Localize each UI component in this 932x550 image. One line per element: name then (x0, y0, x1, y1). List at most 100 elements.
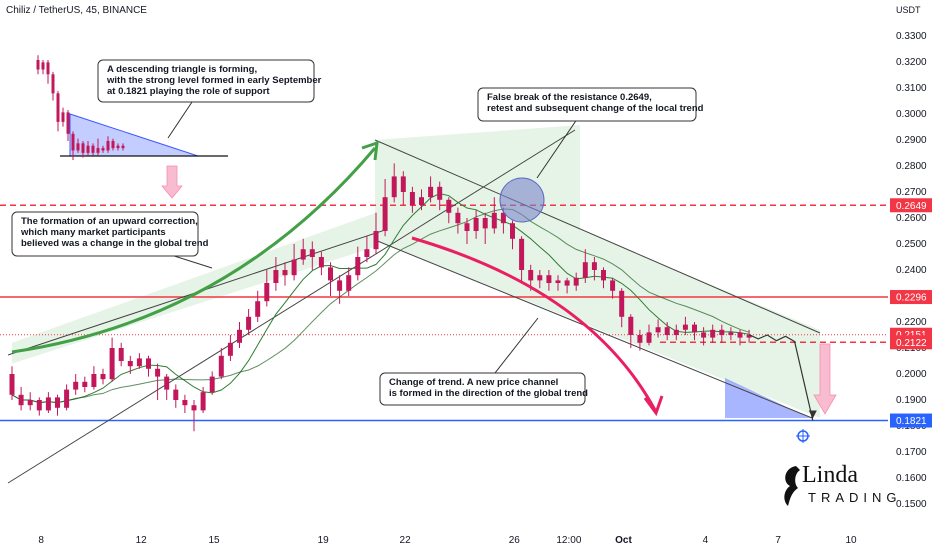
time-tick-label: 12 (136, 535, 148, 546)
false-break-circle (499, 177, 545, 223)
candle-body (664, 327, 670, 335)
candle-body (191, 405, 197, 411)
downward-arrowhead (643, 395, 664, 417)
time-tick-label: 12:00 (556, 535, 581, 546)
candle-body (655, 327, 661, 333)
candle-body (510, 223, 515, 239)
price-tick-label: 0.2700 (896, 187, 927, 198)
resistance-0.2649-tag (890, 198, 932, 213)
candle-body (628, 316, 634, 335)
candle-body (473, 218, 479, 231)
candle-body (200, 392, 206, 411)
candle-body (91, 374, 97, 387)
candle-body (136, 358, 142, 367)
callout-false-break-line-0: False break of the resistance 0.2649, (487, 92, 652, 103)
candle-body (82, 381, 88, 387)
logo-sub: TRADING (808, 490, 902, 505)
target-down-arrow (813, 343, 837, 415)
candle-body (573, 277, 579, 286)
down-channel-lower (374, 239, 813, 419)
candle-body (309, 249, 315, 257)
moving-average-fast (11, 192, 750, 404)
candle-body (519, 238, 525, 270)
triangle-breakout-arrow (161, 165, 183, 199)
candle-body (155, 368, 161, 377)
price-tick-label: 0.2600 (896, 213, 927, 224)
candle-body (591, 262, 597, 270)
candle-body (482, 218, 488, 229)
candle-body (300, 249, 306, 260)
callout-change-line-1: is formed in the direction of the global… (389, 388, 588, 399)
candle-body (264, 283, 270, 302)
inset-candle-body (91, 145, 95, 153)
price-tick-label: 0.2800 (896, 161, 927, 172)
candle-body (428, 186, 434, 198)
level-0.2296-tag-label: 0.2296 (896, 293, 927, 304)
candle-body (282, 270, 288, 276)
price-tick-label: 0.3300 (896, 31, 927, 42)
candle-body (237, 329, 242, 343)
callout-upward-line-2: believed was a change in the global tren… (21, 238, 209, 249)
candle-body (355, 257, 361, 276)
candle-body (255, 301, 261, 317)
level-0.2122-tag (890, 335, 932, 350)
candle-body (328, 267, 333, 281)
candle-body (737, 332, 743, 338)
resistance-0.2649-tag-label: 0.2649 (896, 201, 927, 212)
level-0.2122-tag-label: 0.2122 (896, 338, 927, 349)
candle-body (528, 270, 534, 281)
candle-body (373, 231, 379, 250)
candle-body (182, 400, 188, 406)
symbol-title: Chiliz / TetherUS, 45, BINANCE (6, 5, 147, 16)
time-tick-label: 8 (38, 535, 44, 546)
time-tick-label: 4 (703, 535, 709, 546)
inset-candle-body (81, 143, 85, 153)
logo-mark-icon (784, 466, 800, 506)
level-0.2296-tag (890, 290, 932, 305)
candle-body (73, 381, 79, 390)
projection-arrowhead (808, 410, 817, 419)
price-tick-label: 0.3000 (896, 109, 927, 120)
candle-body (27, 400, 33, 406)
inset-candle-body (56, 93, 60, 122)
inset-candle-body (101, 148, 105, 151)
inset-candle-body (71, 133, 75, 151)
time-tick-label: 19 (318, 535, 330, 546)
currency-label: USDT (896, 5, 921, 15)
callout-upward-box (11, 211, 199, 257)
inset-candle-body (111, 140, 115, 149)
candle-body (173, 389, 179, 400)
up-channel-lower (7, 129, 576, 484)
candle-body (719, 329, 725, 335)
candle-body (36, 400, 42, 411)
candle-body (64, 389, 70, 408)
candle-body (491, 212, 497, 229)
candle-body (500, 212, 506, 224)
inset-candle-body (66, 112, 70, 134)
candle-body (127, 361, 133, 367)
candle-body (146, 358, 151, 369)
inset-candle-body (61, 112, 65, 122)
candle-body (682, 324, 688, 330)
logo-name: Linda (802, 462, 858, 488)
candle-body (9, 374, 15, 395)
candle-body (100, 374, 106, 380)
price-tick-label: 0.1500 (896, 499, 927, 510)
price-tick-label: 0.1900 (896, 395, 927, 406)
callout-change-box (379, 372, 586, 406)
candle-body (409, 192, 415, 205)
candle-body (455, 212, 461, 224)
up-channel-fill (12, 212, 376, 364)
price-tick-label: 0.1700 (896, 447, 927, 458)
candle-body (391, 176, 397, 198)
candle-body (692, 324, 697, 333)
candle-body (582, 262, 588, 278)
candle-body (382, 197, 388, 231)
candle-body (18, 394, 24, 406)
inset-candle-body (121, 145, 125, 149)
candle-body (218, 355, 224, 377)
time-tick-label: 10 (845, 535, 857, 546)
candle-body (364, 249, 370, 257)
candle-body (227, 342, 233, 356)
